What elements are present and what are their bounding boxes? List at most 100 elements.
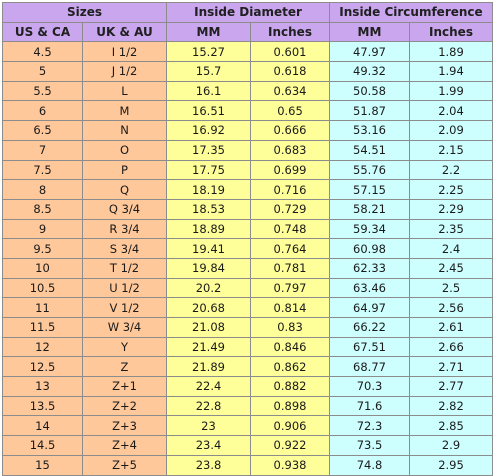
table-row: 11.5 W 3/4 21.08 0.83 66.22 2.61 bbox=[2, 317, 493, 338]
us-ca-size-cell: 15 bbox=[2, 454, 83, 476]
circumference-mm-cell: 72.3 bbox=[329, 415, 410, 437]
circumference-mm-cell: 63.46 bbox=[329, 277, 410, 299]
diameter-mm-cell: 23.4 bbox=[166, 435, 251, 456]
diameter-inches-cell: 0.618 bbox=[250, 61, 330, 82]
table-row: 4.5 I 1/2 15.27 0.601 47.97 1.89 bbox=[2, 41, 493, 63]
circumference-inches-cell: 2.56 bbox=[409, 297, 493, 318]
circumference-mm-cell: 68.77 bbox=[329, 356, 410, 378]
column-header-uk-au: UK & AU bbox=[82, 21, 167, 43]
uk-au-size-cell: Q bbox=[82, 179, 167, 200]
circumference-inches-cell: 2.85 bbox=[409, 415, 493, 437]
uk-au-size-cell: Y bbox=[82, 336, 167, 358]
us-ca-size-cell: 13 bbox=[2, 376, 83, 397]
us-ca-size-cell: 6 bbox=[2, 100, 83, 122]
circumference-inches-cell: 2.04 bbox=[409, 100, 493, 122]
uk-au-size-cell: S 3/4 bbox=[82, 238, 167, 259]
diameter-inches-cell: 0.898 bbox=[250, 395, 330, 417]
uk-au-size-cell: Z bbox=[82, 356, 167, 378]
table-row: 13.5 Z+2 22.8 0.898 71.6 2.82 bbox=[2, 395, 493, 417]
group-header-inside-circumference: Inside Circumference bbox=[329, 2, 493, 23]
group-header-inside-diameter: Inside Diameter bbox=[166, 2, 330, 23]
us-ca-size-cell: 5 bbox=[2, 61, 83, 82]
circumference-mm-cell: 49.32 bbox=[329, 61, 410, 82]
diameter-inches-cell: 0.814 bbox=[250, 297, 330, 318]
circumference-inches-cell: 1.94 bbox=[409, 61, 493, 82]
uk-au-size-cell: M bbox=[82, 100, 167, 122]
uk-au-size-cell: J 1/2 bbox=[82, 61, 167, 82]
uk-au-size-cell: V 1/2 bbox=[82, 297, 167, 318]
diameter-inches-cell: 0.862 bbox=[250, 356, 330, 378]
circumference-mm-cell: 73.5 bbox=[329, 435, 410, 456]
table-row: 12 Y 21.49 0.846 67.51 2.66 bbox=[2, 336, 493, 358]
table-row: 13 Z+1 22.4 0.882 70.3 2.77 bbox=[2, 376, 493, 397]
diameter-mm-cell: 22.4 bbox=[166, 376, 251, 397]
uk-au-size-cell: Z+3 bbox=[82, 415, 167, 437]
uk-au-size-cell: W 3/4 bbox=[82, 317, 167, 338]
us-ca-size-cell: 4.5 bbox=[2, 41, 83, 63]
diameter-mm-cell: 15.7 bbox=[166, 61, 251, 82]
circumference-mm-cell: 47.97 bbox=[329, 41, 410, 63]
uk-au-size-cell: Z+2 bbox=[82, 395, 167, 417]
diameter-inches-cell: 0.748 bbox=[250, 218, 330, 240]
diameter-mm-cell: 22.8 bbox=[166, 395, 251, 417]
diameter-mm-cell: 15.27 bbox=[166, 41, 251, 63]
circumference-inches-cell: 2.09 bbox=[409, 120, 493, 141]
diameter-inches-cell: 0.729 bbox=[250, 198, 330, 220]
circumference-inches-cell: 2.35 bbox=[409, 218, 493, 240]
diameter-mm-cell: 16.1 bbox=[166, 80, 251, 102]
circumference-inches-cell: 2.45 bbox=[409, 257, 493, 279]
us-ca-size-cell: 7 bbox=[2, 139, 83, 161]
diameter-mm-cell: 19.84 bbox=[166, 257, 251, 279]
circumference-mm-cell: 50.58 bbox=[329, 80, 410, 102]
group-header-sizes: Sizes bbox=[2, 2, 167, 23]
us-ca-size-cell: 9.5 bbox=[2, 238, 83, 259]
diameter-mm-cell: 23.8 bbox=[166, 454, 251, 476]
table-row: 11 V 1/2 20.68 0.814 64.97 2.56 bbox=[2, 297, 493, 318]
circumference-mm-cell: 66.22 bbox=[329, 317, 410, 338]
table-row: 6.5 N 16.92 0.666 53.16 2.09 bbox=[2, 120, 493, 141]
table-row: 8.5 Q 3/4 18.53 0.729 58.21 2.29 bbox=[2, 198, 493, 220]
diameter-inches-cell: 0.764 bbox=[250, 238, 330, 259]
diameter-inches-cell: 0.906 bbox=[250, 415, 330, 437]
diameter-mm-cell: 17.75 bbox=[166, 159, 251, 181]
table-row: 12.5 Z 21.89 0.862 68.77 2.71 bbox=[2, 356, 493, 378]
diameter-inches-cell: 0.797 bbox=[250, 277, 330, 299]
uk-au-size-cell: O bbox=[82, 139, 167, 161]
uk-au-size-cell: R 3/4 bbox=[82, 218, 167, 240]
circumference-inches-cell: 2.66 bbox=[409, 336, 493, 358]
diameter-inches-cell: 0.601 bbox=[250, 41, 330, 63]
column-header-us-ca: US & CA bbox=[2, 21, 83, 43]
diameter-inches-cell: 0.83 bbox=[250, 317, 330, 338]
diameter-inches-cell: 0.634 bbox=[250, 80, 330, 102]
uk-au-size-cell: I 1/2 bbox=[82, 41, 167, 63]
uk-au-size-cell: Z+5 bbox=[82, 454, 167, 476]
circumference-mm-cell: 51.87 bbox=[329, 100, 410, 122]
circumference-mm-cell: 57.15 bbox=[329, 179, 410, 200]
diameter-mm-cell: 18.53 bbox=[166, 198, 251, 220]
diameter-inches-cell: 0.716 bbox=[250, 179, 330, 200]
us-ca-size-cell: 10 bbox=[2, 257, 83, 279]
uk-au-size-cell: U 1/2 bbox=[82, 277, 167, 299]
diameter-mm-cell: 18.19 bbox=[166, 179, 251, 200]
us-ca-size-cell: 13.5 bbox=[2, 395, 83, 417]
us-ca-size-cell: 10.5 bbox=[2, 277, 83, 299]
group-header-row: Sizes Inside Diameter Inside Circumferen… bbox=[2, 2, 493, 23]
diameter-mm-cell: 20.2 bbox=[166, 277, 251, 299]
diameter-inches-cell: 0.846 bbox=[250, 336, 330, 358]
circumference-mm-cell: 54.51 bbox=[329, 139, 410, 161]
circumference-inches-cell: 2.82 bbox=[409, 395, 493, 417]
circumference-inches-cell: 1.99 bbox=[409, 80, 493, 102]
column-header-diameter-mm: MM bbox=[166, 21, 251, 43]
diameter-mm-cell: 20.68 bbox=[166, 297, 251, 318]
us-ca-size-cell: 14.5 bbox=[2, 435, 83, 456]
diameter-inches-cell: 0.65 bbox=[250, 100, 330, 122]
diameter-mm-cell: 16.92 bbox=[166, 120, 251, 141]
us-ca-size-cell: 8 bbox=[2, 179, 83, 200]
table-row: 9.5 S 3/4 19.41 0.764 60.98 2.4 bbox=[2, 238, 493, 259]
circumference-mm-cell: 64.97 bbox=[329, 297, 410, 318]
diameter-mm-cell: 23 bbox=[166, 415, 251, 437]
uk-au-size-cell: Z+4 bbox=[82, 435, 167, 456]
diameter-mm-cell: 21.49 bbox=[166, 336, 251, 358]
circumference-mm-cell: 62.33 bbox=[329, 257, 410, 279]
